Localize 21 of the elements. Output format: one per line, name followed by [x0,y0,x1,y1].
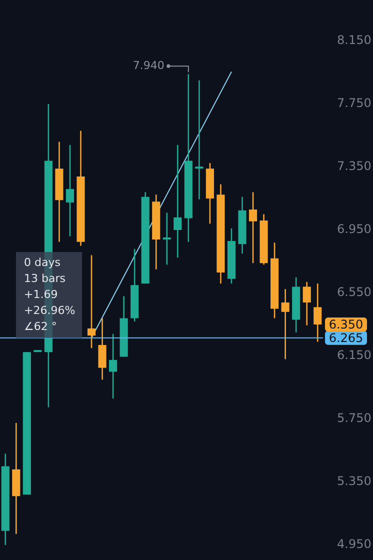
candlestick [162,212,171,265]
y-tick-label: 5.350 [337,474,372,488]
y-tick-label: 6.150 [337,348,372,362]
annotation: ∠62 ° [24,319,58,335]
annotation: +1.69 [24,287,59,303]
candlestick [195,80,204,200]
y-tick-label: 8.150 [337,33,372,48]
candlestick [174,144,182,258]
y-tick-label: 5.750 [337,411,372,426]
y-tick-label: 6.550 [337,285,372,300]
candlestick [281,289,290,360]
y-tick-label: 7.350 [337,159,372,174]
annotation: 7.940 [132,58,164,72]
annotation: 13 bars [24,271,66,287]
y-tick-label: 7.750 [337,96,372,110]
annotation: 0 days [24,255,62,271]
y-tick-label: 6.950 [337,222,372,236]
y-tick-label: 4.950 [337,537,372,552]
ref-line-label: 6.265 [328,331,364,346]
annotation: +26.96% [24,303,76,319]
text: 6.350 [328,318,364,332]
